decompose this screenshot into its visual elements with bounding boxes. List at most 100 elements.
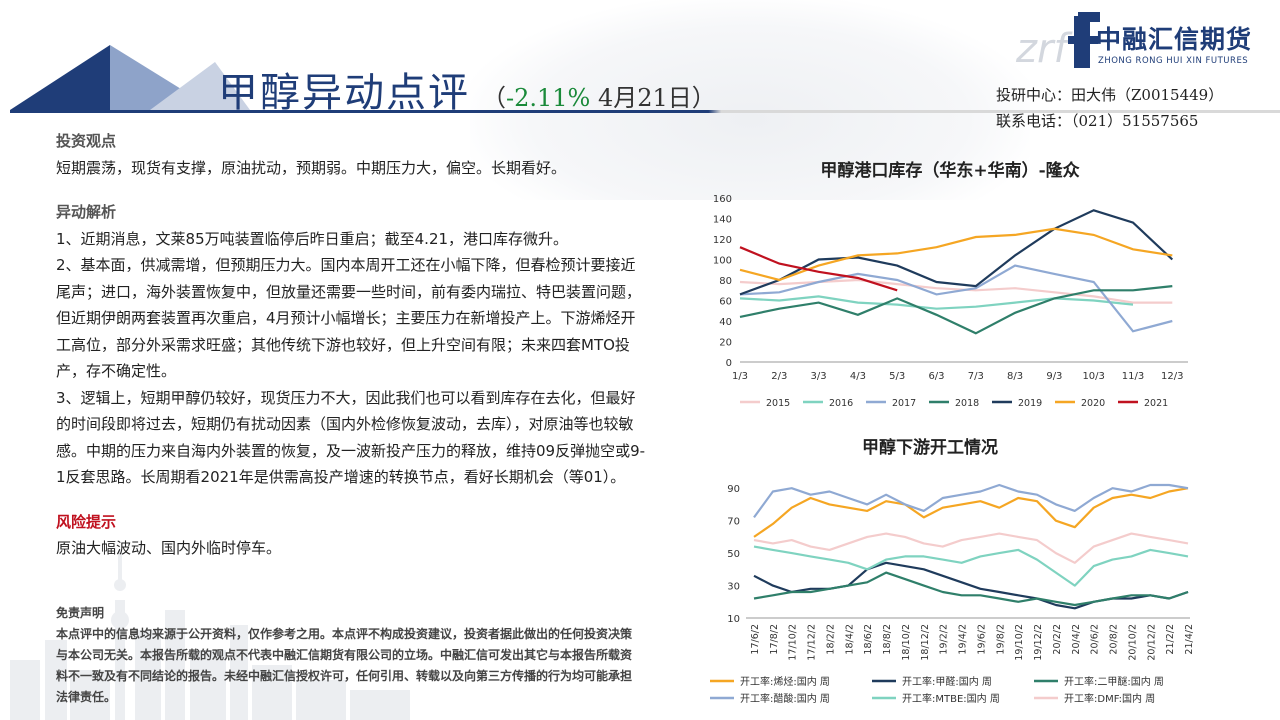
y-tick-label: 40 <box>719 317 732 328</box>
page-title: 甲醇异动点评 （-2.11% 4月21日） <box>218 60 716 116</box>
title-date: 4月21日） <box>590 84 716 112</box>
y-tick-label: 10 <box>727 614 740 625</box>
legend-label-5: 开工率:DMF:国内 周 <box>1064 692 1155 705</box>
logo-cn-text: 中融汇信期货 <box>1096 25 1253 54</box>
contact-phone: 联系电话：（021）51557565 <box>996 112 1199 130</box>
x-tick-label: 8/3 <box>1007 371 1023 382</box>
x-tick-label: 19/4/2 <box>958 624 969 655</box>
x-tick-label: 20/8/2 <box>1109 624 1120 655</box>
legend-label-0: 开工率:烯烃:国内 周 <box>740 675 830 688</box>
x-tick-label: 18/2/2 <box>825 624 836 655</box>
header-triangle-graphic <box>10 45 250 110</box>
x-tick-label: 12/3 <box>1161 371 1183 382</box>
x-tick-label: 19/8/2 <box>995 624 1006 655</box>
y-tick-label: 90 <box>727 484 740 495</box>
risk-heading: 风险提示 <box>56 512 117 531</box>
x-tick-label: 6/3 <box>928 371 944 382</box>
title-open-paren: （ <box>482 84 506 112</box>
analysis-heading: 异动解析 <box>56 203 117 221</box>
x-tick-label: 20/10/2 <box>1127 624 1138 661</box>
series-line-2015 <box>739 278 1173 304</box>
x-tick-label: 17/8/2 <box>769 624 780 655</box>
disclaimer: 免责声明 本点评中的信息均来源于公开资料，仅作参考之用。本点评不构成投资建议，投… <box>56 603 636 708</box>
logo-en-text: ZHONG RONG HUI XIN FUTURES <box>1098 56 1249 66</box>
x-tick-label: 20/4/2 <box>1071 624 1082 655</box>
x-tick-label: 18/10/2 <box>901 624 912 661</box>
legend-label-2: 开工率:二甲醚:国内 周 <box>1064 675 1164 688</box>
x-tick-label: 20/6/2 <box>1090 624 1101 655</box>
legend-label-2021: 2021 <box>1144 398 1168 409</box>
x-tick-label: 21/4/2 <box>1184 624 1195 655</box>
legend-label-3: 开工率:醋酸:国内 周 <box>740 692 830 705</box>
contact-info: 投研中心：田大伟（Z0015449） 联系电话：（021）51557565 <box>996 82 1223 134</box>
legend-label-2017: 2017 <box>892 398 916 409</box>
x-tick-label: 7/3 <box>968 371 984 382</box>
series-line-2 <box>753 571 1189 607</box>
company-logo: zrf <box>1015 12 1100 72</box>
legend-label-4: 开工率:MTBE:国内 周 <box>902 692 1000 705</box>
x-tick-label: 18/4/2 <box>844 624 855 655</box>
x-tick-label: 4/3 <box>850 371 866 382</box>
x-tick-label: 17/6/2 <box>750 624 761 655</box>
x-tick-label: 11/3 <box>1122 371 1144 382</box>
x-tick-label: 19/12/2 <box>1033 624 1044 661</box>
chart-inventory-title: 甲醇港口库存（华东+华南）-隆众 <box>820 161 1080 181</box>
x-tick-label: 10/3 <box>1082 371 1104 382</box>
x-tick-label: 9/3 <box>1046 371 1062 382</box>
x-tick-label: 18/6/2 <box>863 624 874 655</box>
world-map-background <box>470 0 1030 200</box>
title-subtitle: （-2.11% 4月21日） <box>482 78 716 113</box>
y-tick-label: 100 <box>713 256 732 267</box>
x-tick-label: 19/6/2 <box>976 624 987 655</box>
legend-label-2015: 2015 <box>766 398 790 409</box>
x-tick-label: 18/12/2 <box>920 624 931 661</box>
logo-zrf-watermark: zrf <box>1015 26 1073 72</box>
x-tick-label: 21/2/2 <box>1165 624 1176 655</box>
series-line-0 <box>753 487 1189 538</box>
header-divider <box>10 110 1280 113</box>
x-tick-label: 17/10/2 <box>788 624 799 661</box>
x-tick-label: 3/3 <box>811 371 827 382</box>
y-tick-label: 50 <box>727 549 740 560</box>
legend-label-2018: 2018 <box>955 398 979 409</box>
y-tick-label: 20 <box>719 338 732 349</box>
analysis-point-2: 2、基本面，供减需增，但预期压力大。国内本周开工还在小幅下降，但春检预计要接近尾… <box>56 256 642 380</box>
x-tick-label: 20/2/2 <box>1052 624 1063 655</box>
y-tick-label: 160 <box>713 194 732 205</box>
view-heading: 投资观点 <box>56 132 117 150</box>
series-line-2019 <box>739 209 1174 296</box>
chart-port-inventory: 0 20 40 60 80 100 120 140 160 1/3 2/3 3/3 4/3 5/3 6/3 7… <box>713 194 1188 409</box>
y-tick-label: 120 <box>713 235 732 246</box>
x-tick-label: 2/3 <box>771 371 787 382</box>
series-line-4 <box>753 545 1189 587</box>
series-line-2016 <box>739 295 1134 310</box>
series-line-5 <box>753 532 1189 564</box>
x-tick-label: 5/3 <box>889 371 905 382</box>
x-tick-label: 1/3 <box>732 371 748 382</box>
legend-label-2016: 2016 <box>829 398 853 409</box>
series-line-2021 <box>739 246 898 292</box>
y-tick-label: 30 <box>727 582 740 593</box>
analysis-point-3: 3、逻辑上，短期甲醇仍较好，现货压力不大，因此我们也可以看到库存在去化，但最好的… <box>56 388 646 487</box>
disclaimer-text: 本点评中的信息均来源于公开资料，仅作参考之用。本点评不构成投资建议，投资者据此做… <box>56 627 633 704</box>
y-tick-label: 80 <box>719 276 732 287</box>
y-tick-label: 70 <box>727 517 740 528</box>
x-tick-label: 18/8/2 <box>882 624 893 655</box>
series-line-3 <box>753 483 1189 519</box>
title-main: 甲醇异动点评 <box>218 70 470 116</box>
series-line-2020 <box>739 227 1173 282</box>
commentary-column: 投资观点 短期震荡，现货有支撑，原油扰动，预期弱。中期压力大，偏空。长期看好。 … <box>56 128 646 562</box>
risk-text: 原油大幅波动、国内外临时停车。 <box>56 539 282 557</box>
legend-label-1: 开工率:甲醛:国内 周 <box>902 675 992 688</box>
x-tick-label: 17/12/2 <box>807 624 818 661</box>
analysis-point-1: 1、近期消息，文莱85万吨装置临停后昨日重启；截至4.21，港口库存微升。 <box>56 229 569 248</box>
chart-downstream-operating-rate: 10 30 50 70 90 17/6/2 17/8/2 17/10/2 17/12/2 18/2… <box>710 483 1195 705</box>
y-tick-label: 140 <box>713 215 732 226</box>
x-tick-label: 19/10/2 <box>1014 624 1025 661</box>
legend-label-2020: 2020 <box>1081 398 1105 409</box>
y-tick-label: 60 <box>719 297 732 308</box>
legend-label-2019: 2019 <box>1018 398 1042 409</box>
title-change-pct: -2.11% <box>506 84 591 112</box>
y-tick-label: 0 <box>726 358 732 369</box>
x-tick-label: 20/12/2 <box>1146 624 1157 661</box>
